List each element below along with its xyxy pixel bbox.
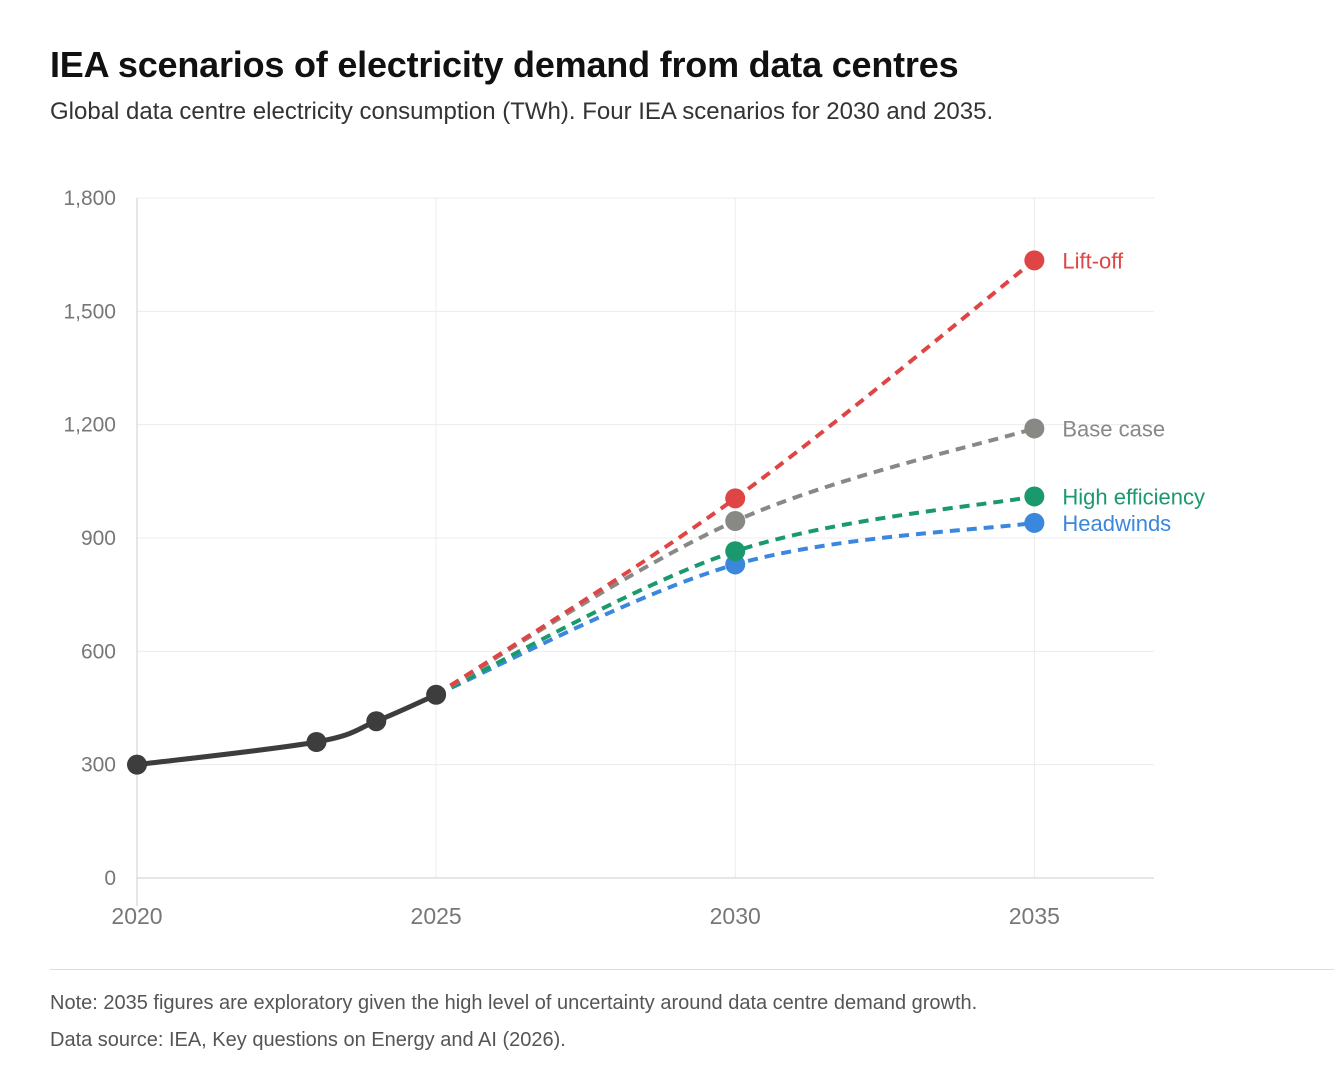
series-point: [1024, 250, 1045, 271]
footer-divider: [50, 969, 1334, 970]
y-tick-label: 0: [104, 867, 116, 890]
series-lines: [134, 258, 1036, 768]
series-point: [1024, 512, 1045, 533]
x-tick-label: 2020: [111, 903, 162, 929]
y-tick-label: 1,800: [63, 187, 116, 210]
chart-title: IEA scenarios of electricity demand from…: [50, 44, 959, 85]
historical-point: [127, 754, 147, 775]
series-label: Base case: [1062, 416, 1165, 441]
series-label: Lift-off: [1062, 248, 1124, 273]
series-point: [725, 511, 746, 531]
historical-point: [306, 732, 327, 752]
series-point: [725, 488, 746, 509]
data-points: [127, 250, 1045, 775]
series-point: [1024, 418, 1045, 439]
series-labels: Lift-off Base case High efficiencyHeadwind…: [1062, 248, 1205, 536]
series-label: High efficiency: [1062, 484, 1205, 509]
x-tick-label: 2025: [411, 903, 462, 929]
axes: 0 300 600 900 1,200 1,500 1,800 2020 2025 2030 203…: [63, 187, 1154, 929]
x-tick-label: 2030: [710, 903, 761, 929]
y-tick-label: 300: [81, 754, 116, 777]
chart-note: Note: 2035 figures are exploratory given…: [50, 992, 978, 1014]
x-tick-label: 2035: [1009, 903, 1060, 929]
historical-point: [366, 711, 387, 732]
historical-line: [134, 692, 439, 768]
line-chart: 0 300 600 900 1,200 1,500 1,800 2020 2025 2030 203…: [63, 187, 1205, 929]
y-tick-label: 600: [81, 640, 116, 663]
y-tick-label: 900: [81, 527, 116, 550]
y-tick-label: 1,500: [63, 300, 116, 323]
series-label: Headwinds: [1062, 511, 1171, 536]
y-tick-label: 1,200: [63, 414, 116, 437]
series-point: [725, 541, 746, 562]
grid-lines: [136, 197, 1154, 879]
series-point: [1024, 486, 1045, 507]
chart-subtitle: Global data centre electricity consumpti…: [50, 98, 994, 125]
chart-source: Data source: IEA, Key questions on Energ…: [50, 1029, 566, 1051]
historical-point: [426, 684, 447, 705]
